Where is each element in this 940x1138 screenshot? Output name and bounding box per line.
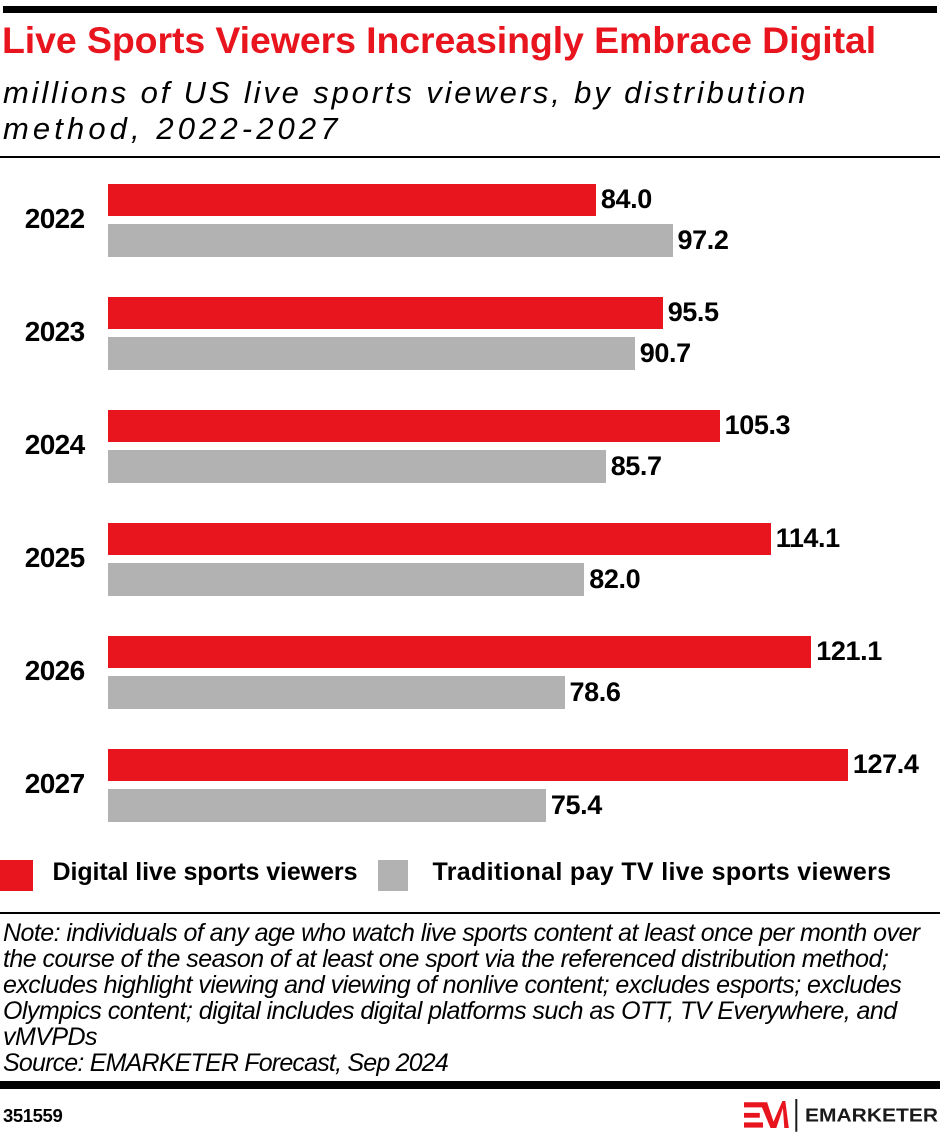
svg-text:EMARKETER: EMARKETER [805,1106,938,1126]
